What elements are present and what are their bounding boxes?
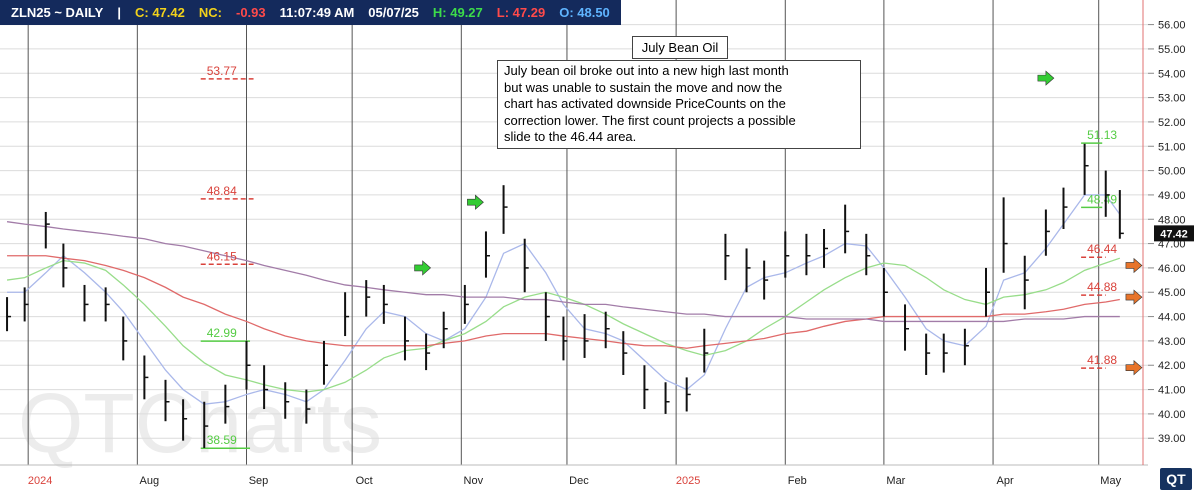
y-tick-label: 54.00 <box>1158 68 1186 80</box>
price-level-label: 41.88 <box>1087 353 1117 367</box>
moving-average <box>7 194 1121 405</box>
watermark: QTCharts <box>18 376 382 470</box>
header-item: ZLN25 ~ DAILY <box>11 5 104 20</box>
y-tick-label: 43.00 <box>1158 336 1186 348</box>
annotation-line: but was unable to sustain the move and n… <box>504 79 783 95</box>
price-level-label: 46.15 <box>207 249 237 263</box>
x-tick-label: Mar <box>886 475 905 487</box>
header-item: NC: <box>198 5 222 20</box>
header-item: H: 49.27 <box>432 5 483 20</box>
logo-box <box>1160 468 1192 490</box>
x-tick-label: 2025 <box>676 475 700 487</box>
y-tick-label: 45.00 <box>1158 287 1186 299</box>
y-tick-label: 55.00 <box>1158 44 1186 56</box>
signal-arrow <box>1125 257 1143 274</box>
y-tick-label: 51.00 <box>1158 141 1186 153</box>
price-level-label: 46.44 <box>1087 242 1117 256</box>
x-tick-label: Apr <box>996 475 1013 487</box>
annotation-line: correction lower. The first count projec… <box>504 112 796 128</box>
y-tick-label: 56.00 <box>1158 20 1186 32</box>
price-level-label: 42.99 <box>207 326 237 340</box>
y-tick-label: 48.00 <box>1158 214 1186 226</box>
signal-arrow <box>1037 70 1055 86</box>
x-tick-label: Oct <box>356 475 373 487</box>
y-tick-label: 39.00 <box>1158 433 1186 445</box>
annotation: July bean oil broke out into a new high … <box>497 60 861 149</box>
annotation-line: July bean oil broke out into a new high … <box>504 63 789 78</box>
y-tick-label: 49.00 <box>1158 190 1186 202</box>
price-level-label: 38.59 <box>207 433 237 447</box>
quote-header: ZLN25 ~ DAILY | C: 47.42 NC: -0.93 11:07:49 A… <box>0 0 621 25</box>
y-tick-label: 53.00 <box>1158 93 1186 105</box>
signal-arrow <box>414 260 432 276</box>
annotation-line: slide to the 46.44 area. <box>504 129 637 144</box>
last-price-box <box>1154 225 1194 242</box>
signal-arrow <box>1125 289 1143 305</box>
signal-arrow <box>467 194 484 210</box>
header-item: -0.93 <box>235 5 266 20</box>
logo: QT <box>1166 471 1186 487</box>
price-level-label: 51.13 <box>1087 128 1117 142</box>
last-price-label: 47.42 <box>1160 228 1188 240</box>
signal-arrow <box>1125 360 1143 376</box>
y-tick-label: 44.00 <box>1158 312 1186 324</box>
price-level-label: 53.77 <box>207 64 237 78</box>
y-tick-label: 50.00 <box>1158 166 1186 178</box>
header-item: O: 48.50 <box>559 5 610 20</box>
y-tick-label: 42.00 <box>1158 360 1186 372</box>
header-item: 11:07:49 AM <box>279 5 355 20</box>
y-tick-label: 52.00 <box>1158 117 1186 129</box>
header-item: 05/07/25 <box>368 5 419 20</box>
moving-average <box>6 257 1121 393</box>
x-tick-label: Aug <box>140 475 160 487</box>
x-tick-label: Dec <box>569 475 589 487</box>
chart-title: July Bean Oil <box>632 36 728 59</box>
annotation-line: chart has activated downside PriceCounts… <box>504 96 786 111</box>
y-tick-label: 47.00 <box>1158 239 1186 251</box>
moving-average <box>6 221 1120 323</box>
y-tick-label: 46.00 <box>1158 263 1186 275</box>
header-item: C: 47.42 <box>135 5 185 20</box>
y-tick-label: 41.00 <box>1158 385 1186 397</box>
x-tick-label: Nov <box>464 475 484 487</box>
price-level-label: 48.84 <box>207 184 237 198</box>
x-tick-label: Sep <box>249 475 269 487</box>
x-tick-label: May <box>1100 475 1121 487</box>
x-tick-label: Feb <box>788 475 807 487</box>
y-tick-label: 40.00 <box>1158 409 1186 421</box>
price-level-label: 44.88 <box>1087 280 1117 294</box>
x-tick-label: 2024 <box>28 475 52 487</box>
price-level-label: 48.49 <box>1087 192 1117 206</box>
header-item: | <box>117 5 121 20</box>
header-item: L: 47.29 <box>496 5 546 20</box>
